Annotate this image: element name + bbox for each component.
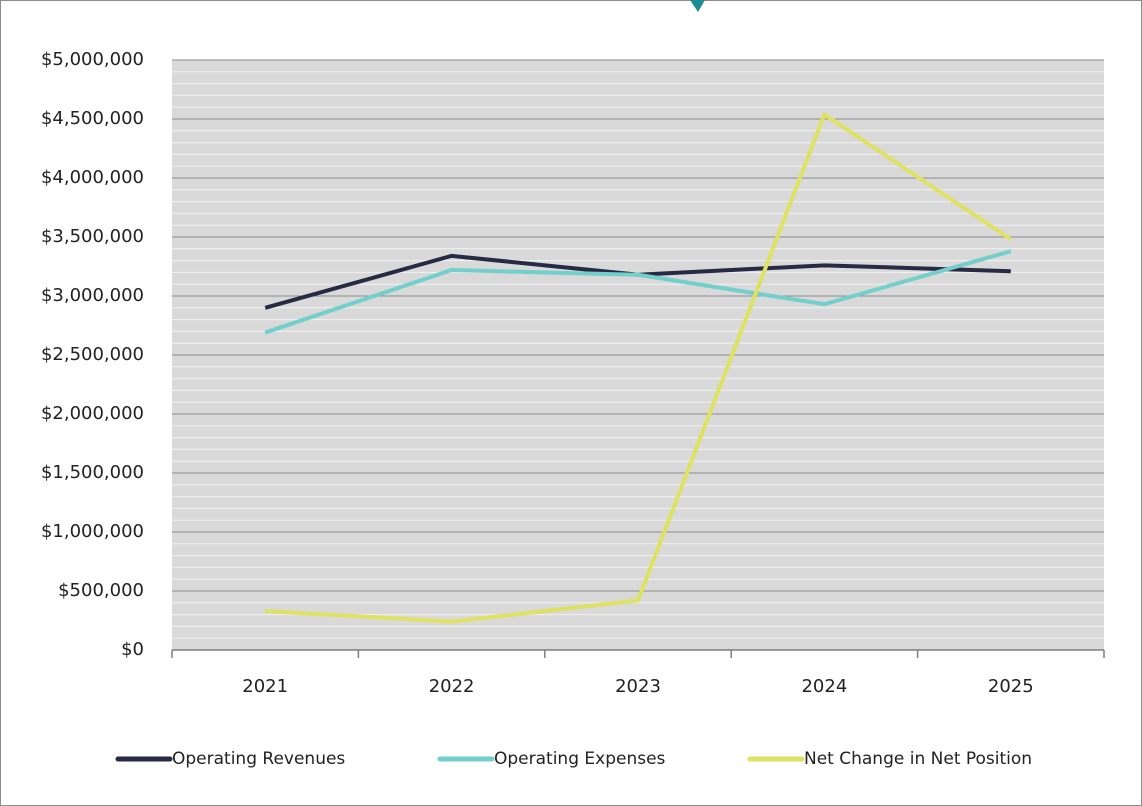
y-tick-label: $3,000,000 [41, 285, 144, 306]
y-tick-label: $2,500,000 [41, 344, 144, 365]
y-tick-label: $3,500,000 [41, 226, 144, 247]
x-tick-label: 2023 [615, 676, 661, 697]
y-tick-label: $1,500,000 [41, 462, 144, 483]
y-tick-label: $500,000 [58, 580, 144, 601]
y-tick-label: $0 [121, 639, 144, 660]
y-tick-label: $5,000,000 [41, 49, 144, 70]
legend: Operating Revenues Operating Expenses Net … [115, 749, 1032, 769]
y-tick-label: $4,000,000 [41, 167, 144, 188]
series-line [264, 249, 1012, 335]
x-tick-label: 2021 [242, 676, 288, 697]
y-tick-label: $4,500,000 [41, 108, 144, 129]
x-tick-label: 2025 [988, 676, 1034, 697]
y-tick-label: $2,000,000 [41, 403, 144, 424]
x-tick-label: 2022 [429, 676, 475, 697]
legend-label: Net Change in Net Position [804, 749, 1032, 769]
x-tick-label: 2024 [801, 676, 847, 697]
y-tick-label: $1,000,000 [41, 521, 144, 542]
series-line [265, 112, 1012, 624]
legend-label: Operating Expenses [494, 749, 666, 769]
title-fragment [690, 0, 705, 12]
legend-label: Operating Revenues [172, 749, 345, 769]
